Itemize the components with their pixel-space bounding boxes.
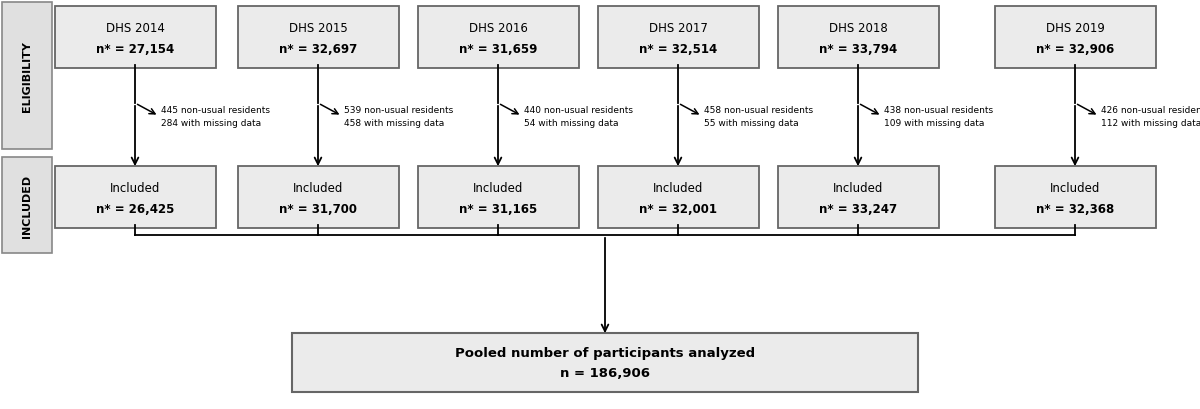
FancyBboxPatch shape: [995, 7, 1156, 69]
FancyBboxPatch shape: [292, 333, 918, 392]
Text: 445 non-usual residents
284 with missing data: 445 non-usual residents 284 with missing…: [161, 106, 270, 128]
Text: 539 non-usual residents
458 with missing data: 539 non-usual residents 458 with missing…: [344, 106, 454, 128]
FancyBboxPatch shape: [238, 166, 398, 229]
FancyBboxPatch shape: [598, 166, 758, 229]
Text: n = 186,906: n = 186,906: [560, 366, 650, 379]
Text: Included: Included: [110, 182, 160, 195]
Text: Included: Included: [1050, 182, 1100, 195]
Text: n* = 32,368: n* = 32,368: [1036, 202, 1114, 216]
Text: 440 non-usual residents
54 with missing data: 440 non-usual residents 54 with missing …: [524, 106, 634, 128]
FancyBboxPatch shape: [54, 166, 216, 229]
FancyBboxPatch shape: [778, 7, 938, 69]
Text: n* = 33,247: n* = 33,247: [818, 202, 898, 216]
Text: 426 non-usual residents
112 with missing data: 426 non-usual residents 112 with missing…: [1102, 106, 1200, 128]
Text: n* = 31,165: n* = 31,165: [458, 202, 538, 216]
Text: n* = 32,001: n* = 32,001: [640, 202, 718, 216]
Text: Pooled number of participants analyzed: Pooled number of participants analyzed: [455, 346, 755, 359]
Text: 438 non-usual residents
109 with missing data: 438 non-usual residents 109 with missing…: [884, 106, 994, 128]
Text: DHS 2018: DHS 2018: [829, 22, 887, 35]
FancyBboxPatch shape: [2, 3, 52, 150]
Text: n* = 26,425: n* = 26,425: [96, 202, 174, 216]
Text: n* = 27,154: n* = 27,154: [96, 43, 174, 56]
Text: DHS 2015: DHS 2015: [289, 22, 347, 35]
Text: Included: Included: [473, 182, 523, 195]
Text: n* = 32,697: n* = 32,697: [278, 43, 358, 56]
Text: DHS 2016: DHS 2016: [468, 22, 528, 35]
FancyBboxPatch shape: [995, 166, 1156, 229]
FancyBboxPatch shape: [778, 166, 938, 229]
Text: INCLUDED: INCLUDED: [22, 174, 32, 237]
Text: DHS 2014: DHS 2014: [106, 22, 164, 35]
FancyBboxPatch shape: [598, 7, 758, 69]
Text: n* = 32,906: n* = 32,906: [1036, 43, 1114, 56]
Text: 458 non-usual residents
55 with missing data: 458 non-usual residents 55 with missing …: [704, 106, 814, 128]
Text: ELIGIBILITY: ELIGIBILITY: [22, 41, 32, 112]
FancyBboxPatch shape: [238, 7, 398, 69]
Text: n* = 32,514: n* = 32,514: [638, 43, 718, 56]
Text: Included: Included: [653, 182, 703, 195]
FancyBboxPatch shape: [54, 7, 216, 69]
Text: n* = 33,794: n* = 33,794: [818, 43, 898, 56]
Text: n* = 31,659: n* = 31,659: [458, 43, 538, 56]
Text: Included: Included: [293, 182, 343, 195]
Text: DHS 2019: DHS 2019: [1045, 22, 1104, 35]
Text: DHS 2017: DHS 2017: [648, 22, 708, 35]
FancyBboxPatch shape: [418, 166, 578, 229]
Text: n* = 31,700: n* = 31,700: [278, 202, 358, 216]
FancyBboxPatch shape: [2, 157, 52, 254]
FancyBboxPatch shape: [418, 7, 578, 69]
Text: Included: Included: [833, 182, 883, 195]
